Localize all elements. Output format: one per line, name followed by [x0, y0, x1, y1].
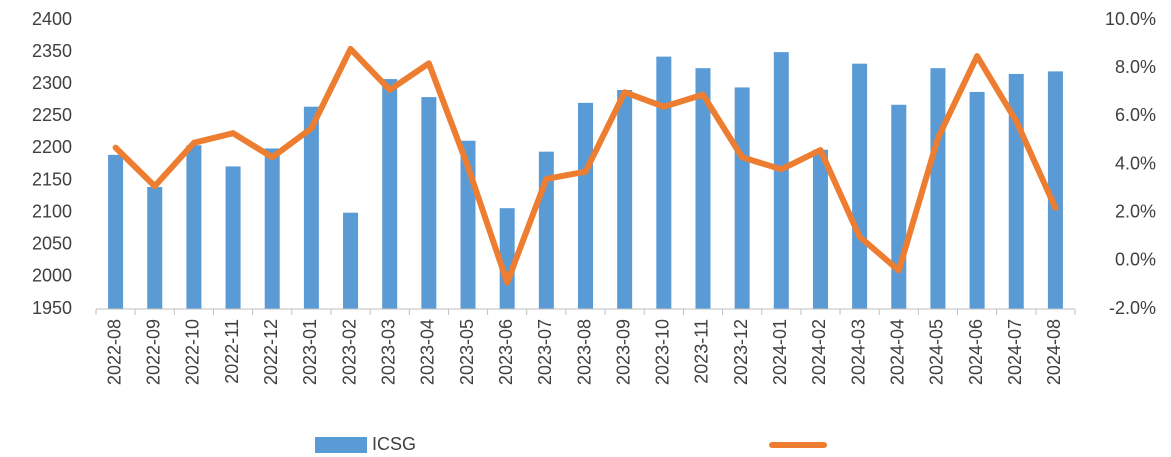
y-tick-label: 1950 [32, 298, 72, 318]
y2-tick-label: 10.0% [1105, 9, 1156, 29]
legend-label: ICSG [372, 434, 416, 454]
bar [186, 145, 202, 309]
y2-tick-label: 6.0% [1115, 105, 1156, 125]
x-tick-label: 2024-07 [1005, 319, 1025, 385]
x-tick-label: 2023-03 [378, 319, 398, 385]
x-tick-label: 2023-12 [731, 319, 751, 385]
x-tick-label: 2024-08 [1044, 319, 1064, 385]
y2-tick-label: 0.0% [1115, 250, 1156, 270]
bar [499, 208, 515, 309]
y-tick-label: 2300 [32, 73, 72, 93]
y-tick-label: 2400 [32, 9, 72, 29]
x-tick-label: 2022-10 [183, 319, 203, 385]
x-tick-label: 2023-07 [535, 319, 555, 385]
x-tick-label: 2023-05 [457, 319, 477, 385]
x-tick-label: 2024-05 [927, 319, 947, 385]
bar [969, 91, 985, 309]
bar [225, 166, 241, 309]
legend-swatch [315, 437, 367, 453]
bar [695, 68, 711, 310]
x-tick-label: 2024-06 [966, 319, 986, 385]
x-tick-label: 2024-03 [848, 319, 868, 385]
bar [773, 52, 789, 309]
y-tick-label: 2150 [32, 169, 72, 189]
bar [303, 106, 319, 309]
bar [578, 102, 593, 309]
x-tick-label: 2023-09 [613, 319, 633, 385]
y2-tick-label: -2.0% [1109, 298, 1156, 318]
bar [852, 63, 868, 309]
bar [421, 97, 437, 309]
y2-tick-label: 8.0% [1115, 57, 1156, 77]
x-tick-label: 2022-08 [104, 319, 124, 385]
x-tick-label: 2024-01 [770, 319, 790, 385]
x-tick-label: 2022-12 [261, 319, 281, 385]
bar [147, 186, 163, 309]
bar [617, 90, 633, 309]
x-tick-label: 2023-04 [418, 319, 438, 385]
bar [1047, 71, 1063, 309]
x-tick-label: 2023-11 [692, 319, 712, 384]
x-tick-label: 2022-09 [143, 319, 163, 385]
bar [264, 148, 280, 309]
bar [812, 149, 828, 309]
x-tick-label: 2023-02 [339, 319, 359, 385]
y-tick-label: 2050 [32, 234, 72, 254]
bar [108, 154, 124, 309]
y-tick-label: 2200 [32, 137, 72, 157]
bar [382, 79, 398, 309]
y-tick-label: 2000 [32, 266, 72, 286]
bar [734, 87, 750, 309]
y-tick-label: 2250 [32, 105, 72, 125]
y-tick-label: 2100 [32, 201, 72, 221]
x-tick-label: 2024-04 [888, 319, 908, 385]
y2-tick-label: 2.0% [1115, 201, 1156, 221]
x-tick-label: 2023-01 [300, 319, 320, 385]
y2-tick-label: 4.0% [1115, 153, 1156, 173]
y-tick-label: 2350 [32, 41, 72, 61]
bar [891, 104, 907, 309]
x-tick-label: 2023-06 [496, 319, 516, 385]
x-tick-label: 2022-11 [222, 319, 242, 384]
x-tick-label: 2023-08 [574, 319, 594, 385]
line [112, 45, 1059, 286]
x-tick-label: 2024-02 [809, 319, 829, 385]
bar [343, 212, 359, 309]
bar [930, 68, 946, 310]
bar [656, 56, 672, 310]
x-tick-label: 2023-10 [653, 319, 673, 385]
